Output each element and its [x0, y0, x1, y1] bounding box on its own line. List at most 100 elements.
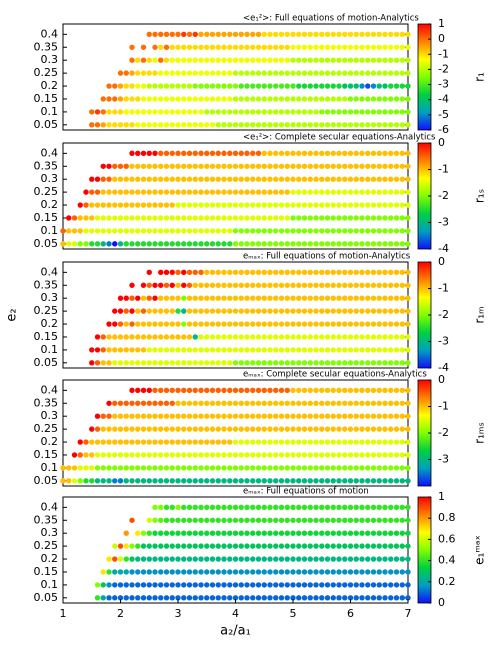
- dot: [186, 595, 193, 601]
- colorbar-tick-label: 0.8: [438, 511, 456, 524]
- dot: [186, 202, 193, 208]
- dot: [273, 530, 279, 536]
- dot: [376, 452, 382, 458]
- dot: [94, 426, 101, 432]
- dot: [284, 228, 290, 234]
- dot: [261, 176, 267, 182]
- dot: [232, 426, 239, 432]
- dot: [370, 400, 377, 406]
- y-tick-label: 0.3: [41, 409, 59, 422]
- dot: [232, 347, 239, 353]
- dot: [370, 109, 377, 115]
- dot: [273, 478, 279, 484]
- dot: [198, 269, 204, 276]
- dot: [209, 543, 216, 549]
- dot: [296, 334, 302, 340]
- dot: [204, 569, 210, 575]
- dot: [192, 582, 198, 588]
- dot: [353, 83, 359, 89]
- dot: [186, 452, 193, 458]
- dot: [307, 413, 313, 419]
- dot: [342, 57, 348, 63]
- dot: [388, 478, 394, 484]
- dot: [192, 109, 198, 115]
- y-tick-label: 0.1: [41, 105, 59, 118]
- dot: [382, 321, 388, 327]
- dot: [301, 426, 308, 432]
- dot: [255, 96, 262, 102]
- dot: [278, 465, 285, 471]
- colorbar-tick-label: 0: [438, 596, 445, 609]
- dot: [129, 150, 135, 157]
- dot: [186, 504, 193, 511]
- dot: [175, 569, 181, 575]
- dot: [324, 282, 331, 288]
- dot: [255, 426, 262, 432]
- dot: [186, 163, 193, 169]
- dot: [267, 269, 273, 276]
- dot: [198, 150, 204, 157]
- dot: [301, 530, 308, 536]
- dot: [66, 465, 72, 471]
- dot: [227, 452, 233, 458]
- dot: [181, 504, 187, 511]
- dot: [273, 360, 279, 366]
- dot: [227, 57, 233, 63]
- dot: [365, 517, 371, 523]
- dot: [342, 569, 348, 575]
- dot: [370, 413, 377, 419]
- dot: [301, 400, 308, 406]
- dot: [163, 347, 170, 353]
- dot: [117, 70, 124, 76]
- dot: [336, 96, 342, 102]
- dot: [112, 478, 118, 484]
- dot: [146, 569, 152, 575]
- dot: [336, 439, 342, 445]
- dot: [301, 282, 308, 288]
- dot: [238, 96, 244, 102]
- dot: [336, 517, 342, 523]
- dot: [152, 109, 158, 115]
- dot: [209, 452, 216, 458]
- dot: [123, 426, 129, 432]
- dot: [66, 228, 72, 234]
- dot: [181, 478, 187, 484]
- dot: [129, 347, 135, 353]
- dot: [227, 150, 233, 157]
- dot: [152, 360, 158, 366]
- y-tick-label: 0.35: [34, 396, 59, 409]
- dot: [181, 439, 187, 445]
- dot: [221, 215, 227, 221]
- dot: [336, 360, 342, 366]
- dot: [250, 269, 256, 276]
- dot: [347, 334, 354, 340]
- dot: [209, 334, 216, 340]
- dot: [215, 530, 221, 536]
- dot: [353, 269, 359, 276]
- dot: [324, 163, 331, 169]
- dot: [158, 96, 164, 102]
- dot: [123, 241, 129, 247]
- dot: [261, 465, 267, 471]
- dot: [330, 517, 336, 523]
- dot: [71, 478, 78, 484]
- dot: [290, 530, 296, 536]
- dot: [296, 569, 302, 575]
- dot: [221, 543, 227, 549]
- dot: [393, 530, 400, 536]
- dot: [198, 83, 204, 89]
- dot: [152, 413, 158, 419]
- dot: [106, 334, 112, 340]
- dot: [353, 31, 359, 38]
- dot: [307, 439, 313, 445]
- dot: [129, 202, 135, 208]
- dot: [204, 122, 210, 128]
- dot: [376, 44, 382, 50]
- dot: [89, 452, 95, 458]
- dot: [301, 202, 308, 208]
- dot: [117, 439, 124, 445]
- dot: [181, 295, 187, 301]
- dot: [215, 360, 221, 366]
- dot: [117, 122, 124, 128]
- dot: [186, 122, 193, 128]
